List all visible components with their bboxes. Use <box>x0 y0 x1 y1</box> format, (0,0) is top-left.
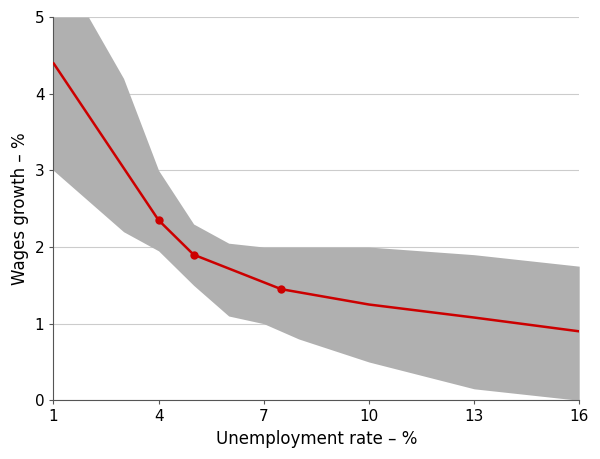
X-axis label: Unemployment rate – %: Unemployment rate – % <box>215 430 417 448</box>
Y-axis label: Wages growth – %: Wages growth – % <box>11 132 29 285</box>
